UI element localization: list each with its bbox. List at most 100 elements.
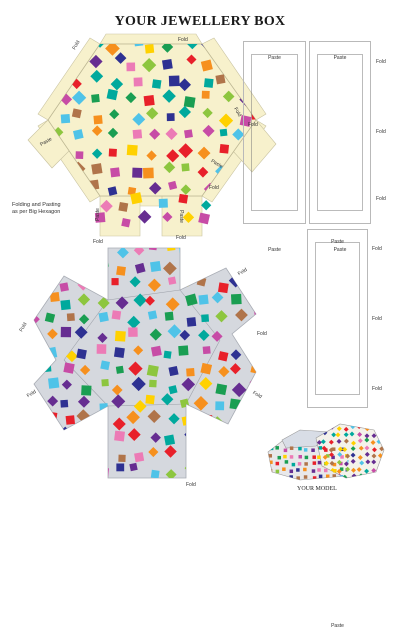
colour-square (259, 233, 269, 243)
colour-square (110, 167, 121, 178)
colour-square (49, 291, 60, 303)
colour-square (268, 454, 273, 458)
folding-note: Folding and Pasting as per Big Hexagon (12, 202, 61, 215)
fold-label: Fold (93, 239, 103, 245)
colour-square (218, 113, 234, 128)
colour-square (364, 433, 370, 439)
colour-square (107, 186, 118, 196)
colour-square (66, 350, 78, 363)
colour-square (304, 455, 309, 460)
colour-square (158, 198, 168, 208)
paste-label: Paste (177, 210, 184, 223)
colour-square (337, 446, 343, 452)
colour-square (182, 211, 195, 224)
paste-label: Paste (268, 55, 281, 61)
colour-square (289, 469, 294, 474)
colour-square (101, 378, 109, 387)
colour-square (312, 455, 316, 459)
colour-square (253, 452, 256, 463)
colour-square (339, 467, 344, 471)
colour-square (350, 458, 356, 464)
paste-label: Paste (331, 623, 344, 629)
side-strip-pink: Paste Paste (307, 229, 368, 629)
colour-square (165, 469, 177, 478)
colour-square (60, 113, 71, 124)
colour-square (254, 310, 256, 321)
colour-square (127, 186, 137, 196)
colour-square (316, 439, 322, 445)
colour-square (235, 238, 244, 247)
colour-square (289, 455, 294, 459)
colour-square (34, 237, 48, 251)
colour-square (296, 468, 300, 472)
colour-square (371, 473, 377, 478)
colour-square (164, 311, 174, 321)
colour-square (312, 476, 317, 480)
colour-square (332, 462, 337, 467)
colour-square (335, 432, 341, 438)
colour-square (184, 462, 197, 475)
small-hexagon-lid (27, 33, 277, 251)
colour-square (34, 461, 38, 475)
colour-square (137, 210, 152, 224)
colour-square (297, 462, 302, 466)
colour-square (43, 447, 58, 462)
colour-square (60, 399, 69, 408)
colour-square (149, 128, 161, 140)
colour-square (132, 167, 143, 178)
colour-square (79, 364, 91, 376)
colour-square (303, 467, 307, 472)
fold-label: Fold (209, 185, 219, 191)
colour-square (303, 475, 308, 479)
model-caption: YOUR MODEL (297, 486, 337, 492)
colour-square (91, 163, 103, 175)
fold-label: Fold (176, 235, 186, 241)
colour-square (75, 235, 90, 250)
colour-square (94, 414, 106, 426)
colour-square (252, 400, 256, 412)
colour-square (370, 440, 376, 445)
colour-square (93, 115, 103, 125)
colour-square (77, 465, 93, 478)
colour-square (342, 474, 348, 478)
colour-square (221, 233, 235, 247)
colour-square (311, 448, 315, 452)
colour-square (202, 346, 211, 355)
colour-square (251, 349, 256, 358)
colour-square (71, 90, 87, 105)
fold-label: Fold (372, 246, 382, 252)
colour-square (116, 463, 125, 472)
colour-square (168, 75, 180, 87)
colour-square (80, 262, 90, 272)
colour-square (97, 332, 108, 343)
colour-square (34, 248, 38, 257)
colour-square (144, 295, 155, 306)
colour-square (168, 365, 179, 377)
colour-square (325, 474, 330, 478)
colour-square (133, 77, 143, 87)
colour-square (116, 248, 129, 259)
colour-square (339, 461, 343, 466)
colour-square (336, 426, 342, 432)
colour-square (166, 248, 176, 252)
colour-square (185, 44, 200, 50)
colour-square (199, 468, 210, 478)
colour-square (364, 445, 370, 451)
colour-square (34, 398, 37, 408)
colour-square (76, 348, 87, 360)
colour-square (371, 459, 377, 465)
colour-square (246, 466, 256, 476)
colour-square (146, 107, 159, 120)
colour-square (321, 445, 327, 451)
colour-square (365, 459, 371, 465)
colour-square (201, 200, 212, 211)
colour-square (345, 453, 351, 459)
colour-square (298, 454, 303, 459)
colour-square (109, 109, 120, 120)
colour-square (100, 360, 110, 371)
colour-square (215, 401, 225, 411)
colour-square (185, 293, 198, 307)
colour-square (150, 260, 162, 273)
colour-square (149, 379, 157, 388)
colour-square (186, 453, 196, 463)
